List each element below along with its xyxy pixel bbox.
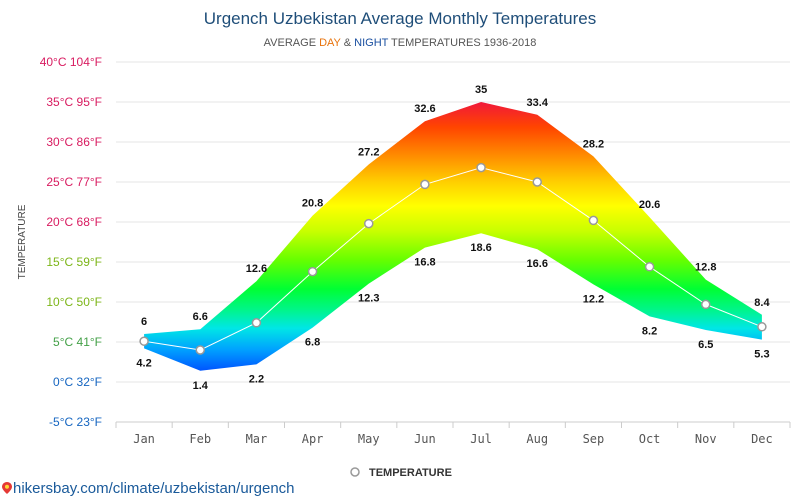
night-value-label: 4.2 bbox=[136, 357, 151, 369]
night-value-label: 16.8 bbox=[414, 257, 435, 269]
subtitle-day: DAY bbox=[319, 37, 341, 49]
day-value-label: 28.2 bbox=[583, 138, 604, 150]
day-value-label: 35 bbox=[475, 84, 487, 96]
day-value-label: 20.8 bbox=[302, 198, 323, 210]
legend[interactable]: TEMPERATURE bbox=[350, 467, 452, 479]
x-tick-label: May bbox=[358, 432, 380, 446]
night-value-label: 12.3 bbox=[358, 293, 379, 305]
day-value-label: 32.6 bbox=[414, 103, 435, 115]
average-point bbox=[532, 177, 542, 187]
subtitle-night: NIGHT bbox=[354, 37, 389, 49]
subtitle-prefix: AVERAGE bbox=[264, 37, 319, 49]
day-value-label: 6 bbox=[141, 316, 147, 328]
x-tick-label: Mar bbox=[246, 432, 268, 446]
x-tick-label: Nov bbox=[695, 432, 717, 446]
y-tick-label: 10°C 50°F bbox=[46, 295, 102, 309]
day-value-label: 6.6 bbox=[193, 311, 208, 323]
source-text: hikersbay.com/climate/uzbekistan/urgench bbox=[13, 480, 295, 497]
subtitle-amp: & bbox=[341, 37, 354, 49]
average-point bbox=[364, 218, 374, 229]
y-tick-label: 15°C 59°F bbox=[46, 255, 102, 269]
average-point bbox=[307, 266, 318, 277]
y-tick-label: 0°C 32°F bbox=[53, 375, 102, 389]
night-value-label: 1.4 bbox=[193, 380, 209, 392]
data-labels: 6 6.6 12.6 20.8 27.2 32.6 35 33.4 28.2 20.6 12.8 8.… bbox=[136, 84, 770, 392]
legend-label: TEMPERATURE bbox=[369, 467, 452, 479]
x-tick-label: Jul bbox=[470, 432, 492, 446]
x-tick-label: Apr bbox=[302, 432, 324, 446]
y-axis-label: TEMPERATURE bbox=[17, 204, 28, 279]
day-night-range-area bbox=[144, 102, 762, 371]
legend-marker bbox=[350, 467, 360, 477]
y-tick-label: 25°C 77°F bbox=[46, 175, 102, 189]
average-point bbox=[195, 345, 205, 355]
temperature-band bbox=[144, 102, 762, 371]
y-tick-label: 30°C 86°F bbox=[46, 135, 102, 149]
y-tick-label: 5°C 41°F bbox=[53, 335, 102, 349]
x-tick-label: Sep bbox=[583, 432, 605, 446]
night-value-label: 6.8 bbox=[305, 337, 320, 349]
day-value-label: 12.8 bbox=[695, 262, 716, 274]
x-tick-label: Feb bbox=[189, 432, 211, 446]
night-value-label: 16.6 bbox=[527, 258, 548, 270]
average-point bbox=[644, 262, 655, 272]
x-tick-label: Oct bbox=[639, 432, 661, 446]
map-pin-icon bbox=[2, 482, 12, 494]
average-temperature-line bbox=[144, 167, 763, 351]
subtitle-suffix: TEMPERATURES 1936-2018 bbox=[388, 37, 536, 49]
day-value-label: 33.4 bbox=[527, 97, 549, 109]
chart-title: Urgench Uzbekistan Average Monthly Tempe… bbox=[204, 9, 596, 28]
x-axis: Jan Feb Mar Apr May Jun Jul Aug Sep Oct Nov Dec bbox=[115, 421, 791, 446]
x-tick-label: Jun bbox=[414, 432, 436, 446]
chart-subtitle: AVERAGE DAY & NIGHT TEMPERATURES 1936-20… bbox=[264, 37, 537, 49]
average-point bbox=[476, 162, 486, 173]
average-point bbox=[139, 336, 149, 346]
average-point bbox=[251, 318, 262, 328]
day-value-label: 12.6 bbox=[246, 263, 267, 275]
night-value-label: 8.2 bbox=[642, 325, 657, 337]
night-value-label: 12.2 bbox=[583, 293, 604, 305]
night-value-label: 2.2 bbox=[249, 373, 264, 385]
y-tick-label: 35°C 95°F bbox=[46, 95, 102, 109]
y-tick-label: -5°C 23°F bbox=[49, 415, 102, 429]
average-point bbox=[757, 322, 767, 332]
day-value-label: 8.4 bbox=[754, 297, 770, 309]
average-point bbox=[588, 215, 599, 226]
average-point bbox=[701, 299, 711, 310]
day-value-label: 27.2 bbox=[358, 146, 379, 158]
source-link[interactable]: hikersbay.com/climate/uzbekistan/urgench bbox=[2, 480, 295, 497]
y-tick-label: 40°C 104°F bbox=[40, 55, 102, 69]
y-tick-label: 20°C 68°F bbox=[46, 215, 102, 229]
night-value-label: 6.5 bbox=[698, 339, 713, 351]
y-axis-ticks: 40°C 104°F 35°C 95°F 30°C 86°F 25°C 77°F 20°… bbox=[40, 55, 102, 429]
x-tick-label: Aug bbox=[526, 432, 548, 446]
average-point bbox=[420, 179, 430, 190]
average-line bbox=[139, 162, 767, 355]
day-value-label: 20.6 bbox=[639, 199, 660, 211]
x-tick-label: Jan bbox=[133, 432, 155, 446]
x-tick-label: Dec bbox=[751, 432, 773, 446]
night-value-label: 5.3 bbox=[754, 349, 769, 361]
night-value-label: 18.6 bbox=[470, 242, 491, 254]
